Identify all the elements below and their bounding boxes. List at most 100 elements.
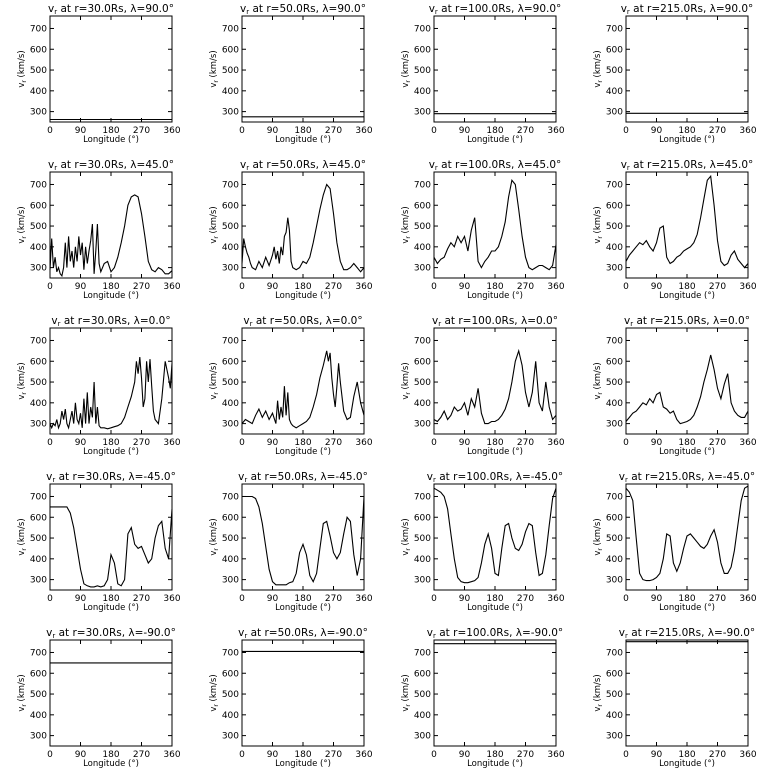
x-tick-label: 360 — [547, 594, 564, 604]
y-tick-label: 500 — [414, 534, 431, 544]
y-tick-label: 500 — [222, 534, 239, 544]
x-tick-label: 180 — [102, 282, 119, 292]
y-axis-label: vr (km/s) — [401, 674, 412, 711]
series-line — [49, 194, 173, 278]
y-tick-label: 300 — [222, 264, 239, 274]
y-tick-label: 600 — [222, 357, 239, 367]
x-tick-label: 180 — [294, 282, 311, 292]
x-axis-label: Longitude (°) — [275, 447, 331, 457]
x-tick-label: 270 — [517, 750, 534, 760]
x-tick-label: 180 — [486, 126, 503, 136]
y-tick-label: 400 — [30, 399, 47, 409]
x-tick-label: 270 — [517, 282, 534, 292]
x-tick-label: 270 — [133, 594, 150, 604]
x-tick-label: 270 — [133, 282, 150, 292]
x-tick-label: 0 — [623, 750, 629, 760]
y-tick-label: 700 — [222, 24, 239, 34]
plot-frame — [49, 639, 173, 747]
x-tick-label: 360 — [547, 438, 564, 448]
y-tick-label: 700 — [414, 336, 431, 346]
y-tick-label: 300 — [30, 576, 47, 586]
x-tick-label: 0 — [47, 282, 53, 292]
y-tick-label: 700 — [30, 648, 47, 658]
y-tick-label: 600 — [606, 45, 623, 55]
y-tick-label: 500 — [606, 222, 623, 232]
x-tick-label: 180 — [678, 594, 695, 604]
x-tick-label: 0 — [623, 126, 629, 136]
y-tick-label: 400 — [414, 399, 431, 409]
y-tick-label: 600 — [606, 201, 623, 211]
x-tick-label: 360 — [163, 282, 180, 292]
x-tick-label: 180 — [102, 438, 119, 448]
y-tick-label: 400 — [606, 243, 623, 253]
x-tick-label: 180 — [294, 438, 311, 448]
y-tick-label: 600 — [606, 513, 623, 523]
panel-14: vr at r=50.0Rs, λ=-45.0° 0 90 180 270 360 300 4… — [209, 471, 373, 613]
x-tick-label: 0 — [431, 282, 437, 292]
x-tick-label: 90 — [459, 594, 471, 604]
y-tick-label: 600 — [222, 669, 239, 679]
panel-title: vr at r=30.0Rs, λ=45.0° — [48, 159, 174, 172]
y-tick-label: 700 — [414, 24, 431, 34]
plot-frame — [49, 483, 173, 591]
y-tick-label: 600 — [222, 45, 239, 55]
x-axis-label: Longitude (°) — [659, 291, 715, 301]
y-tick-label: 500 — [222, 378, 239, 388]
plot-frame — [49, 15, 173, 123]
y-tick-label: 700 — [222, 180, 239, 190]
y-axis-label: vr (km/s) — [401, 362, 412, 399]
y-tick-label: 300 — [606, 420, 623, 430]
x-tick-label: 0 — [47, 750, 53, 760]
x-tick-label: 0 — [239, 126, 245, 136]
plot-frame — [625, 639, 749, 747]
y-tick-label: 300 — [606, 108, 623, 118]
x-axis-label: Longitude (°) — [659, 447, 715, 457]
panel-3: vr at r=100.0Rs, λ=90.0° 0 90 180 270 360 300 4… — [401, 3, 565, 145]
y-tick-label: 500 — [30, 534, 47, 544]
y-tick-label: 700 — [414, 648, 431, 658]
panel-18: vr at r=50.0Rs, λ=-90.0° 0 90 180 270 360 300 4… — [209, 627, 373, 768]
panel-4: vr at r=215.0Rs, λ=90.0° 0 90 180 270 360 300 4… — [593, 3, 757, 145]
y-tick-label: 700 — [606, 336, 623, 346]
x-tick-label: 270 — [709, 438, 726, 448]
x-tick-label: 270 — [133, 126, 150, 136]
panel-17: vr at r=30.0Rs, λ=-90.0° 0 90 180 270 360 300 4… — [17, 627, 181, 768]
x-tick-label: 90 — [651, 438, 663, 448]
x-tick-label: 360 — [163, 750, 180, 760]
y-tick-label: 700 — [30, 180, 47, 190]
y-tick-label: 500 — [222, 690, 239, 700]
x-axis-label: Longitude (°) — [467, 447, 523, 457]
y-axis-label: vr (km/s) — [209, 50, 220, 87]
x-tick-label: 270 — [325, 282, 342, 292]
panel-title: vr at r=100.0Rs, λ=90.0° — [429, 3, 562, 16]
x-axis-label: Longitude (°) — [467, 291, 523, 301]
x-tick-label: 0 — [623, 594, 629, 604]
y-tick-label: 700 — [222, 492, 239, 502]
y-tick-label: 600 — [30, 669, 47, 679]
y-tick-label: 700 — [414, 180, 431, 190]
y-axis-label: vr (km/s) — [209, 518, 220, 555]
x-axis-label: Longitude (°) — [467, 603, 523, 613]
y-tick-label: 300 — [30, 420, 47, 430]
x-tick-label: 0 — [431, 750, 437, 760]
y-tick-label: 500 — [222, 222, 239, 232]
y-tick-label: 400 — [30, 243, 47, 253]
x-tick-label: 360 — [355, 438, 372, 448]
y-tick-label: 400 — [606, 399, 623, 409]
x-tick-label: 360 — [739, 126, 756, 136]
x-axis-label: Longitude (°) — [467, 759, 523, 768]
y-tick-label: 700 — [414, 492, 431, 502]
x-tick-label: 360 — [163, 594, 180, 604]
panel-title: vr at r=215.0Rs, λ=45.0° — [621, 159, 754, 172]
x-tick-label: 90 — [75, 438, 87, 448]
y-tick-label: 400 — [606, 555, 623, 565]
x-tick-label: 270 — [325, 438, 342, 448]
y-axis-label: vr (km/s) — [209, 206, 220, 243]
series-line — [242, 495, 365, 586]
x-tick-label: 270 — [325, 750, 342, 760]
series-line — [433, 487, 557, 584]
plot-frame — [49, 327, 173, 435]
y-axis-label: vr (km/s) — [593, 362, 604, 399]
panel-title: vr at r=30.0Rs, λ=90.0° — [48, 3, 174, 16]
panel-16: vr at r=215.0Rs, λ=-45.0° 0 90 180 270 360 300… — [593, 471, 757, 613]
